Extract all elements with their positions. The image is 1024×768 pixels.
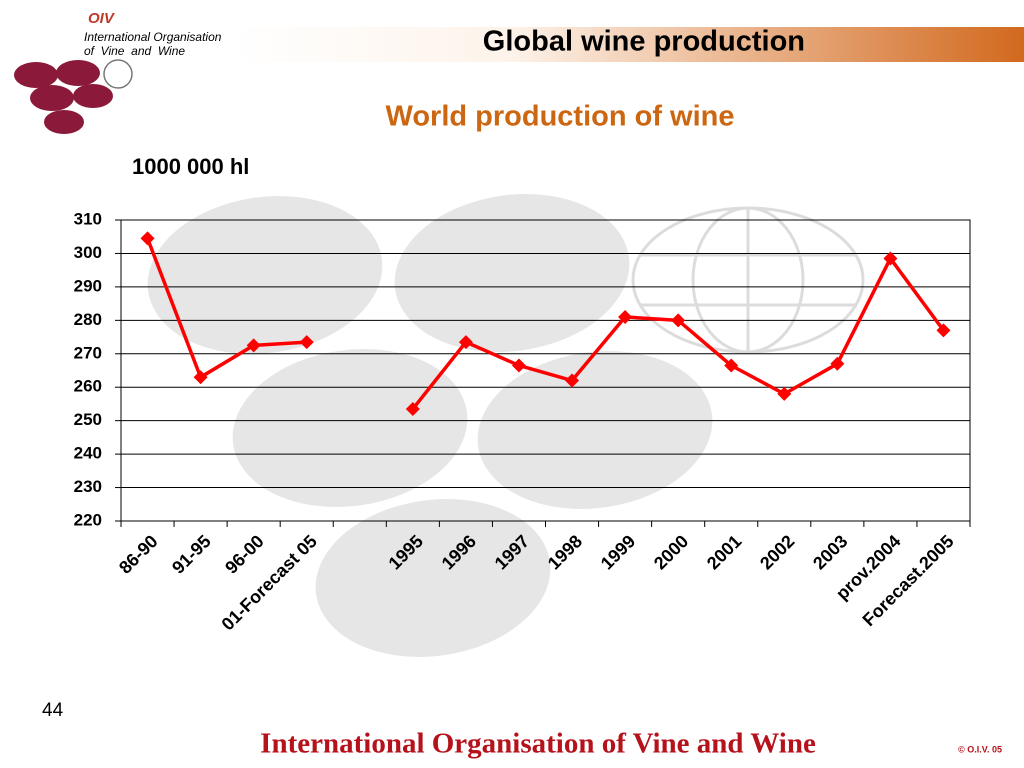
- marker: [830, 356, 845, 371]
- marker: [777, 386, 792, 401]
- marker: [193, 370, 208, 385]
- y-tick-label: 300: [74, 243, 102, 262]
- background-globe: [631, 206, 865, 354]
- org-name: of Vine and Wine: [84, 44, 185, 58]
- y-axis-label: 1000 000 hl: [132, 154, 249, 179]
- background-shapes: [147, 194, 713, 657]
- y-tick-label: 240: [74, 444, 102, 463]
- copyright: © O.I.V. 05: [958, 744, 1002, 754]
- marker: [671, 313, 686, 328]
- y-tick-label: 280: [74, 310, 102, 329]
- marker: [724, 358, 739, 373]
- x-tick-label: 2002: [756, 531, 798, 573]
- logo-text: OIV: [88, 10, 116, 27]
- marker: [246, 338, 261, 353]
- x-tick-label: 01-Forecast 05: [218, 531, 321, 634]
- y-tick-label: 260: [74, 377, 102, 396]
- marker: [936, 323, 951, 338]
- marker: [458, 335, 473, 350]
- marker: [299, 335, 314, 350]
- x-tick-label: 96-00: [221, 531, 268, 578]
- marker: [565, 373, 580, 388]
- org-name: International Organisation: [84, 30, 222, 44]
- logo-grapes: [14, 60, 113, 134]
- marker: [883, 251, 898, 266]
- x-tick-label: 2003: [809, 531, 851, 573]
- marker: [140, 231, 155, 246]
- marker: [405, 401, 420, 416]
- marker: [511, 358, 526, 373]
- chart-title: World production of wine: [385, 101, 734, 133]
- x-tick-label: 2000: [650, 531, 692, 573]
- y-tick-label: 250: [74, 410, 102, 429]
- y-tick-label: 270: [74, 343, 102, 362]
- y-tick-label: 310: [74, 209, 102, 228]
- slide-title: Global wine production: [483, 26, 805, 58]
- x-tick-label: 1999: [597, 531, 639, 573]
- x-tick-label: Forecast.2005: [859, 531, 958, 630]
- footer-text: International Organisation of Vine and W…: [260, 728, 816, 760]
- x-tick-label: 2001: [703, 531, 745, 573]
- x-tick-label: 86-90: [115, 531, 162, 578]
- logo-globe: [103, 59, 133, 89]
- y-tick-label: 230: [74, 477, 102, 496]
- header-bar: [235, 27, 1024, 62]
- page-number: 44: [42, 700, 64, 721]
- y-tick-label: 220: [74, 510, 102, 529]
- y-tick-label: 290: [74, 276, 102, 295]
- marker: [618, 309, 633, 324]
- x-tick-label: 91-95: [168, 531, 215, 578]
